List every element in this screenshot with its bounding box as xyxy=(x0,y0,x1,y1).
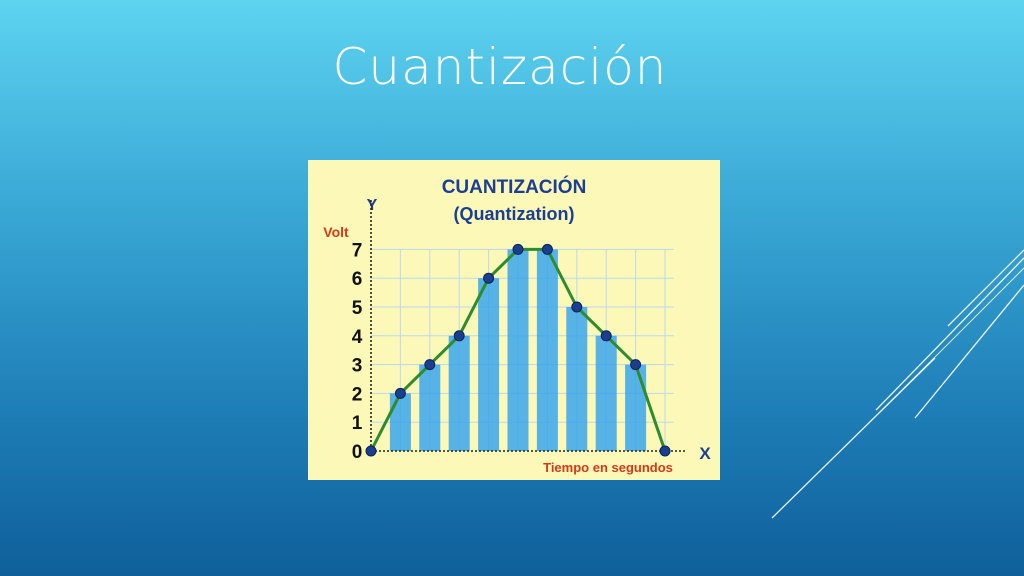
bar xyxy=(625,364,647,451)
data-point xyxy=(483,272,495,284)
y-axis-letter: Y xyxy=(367,197,378,214)
x-axis-title: Tiempo en segundos xyxy=(543,460,673,475)
data-point xyxy=(541,243,553,255)
decor-line xyxy=(875,257,1024,411)
y-tick-label: 1 xyxy=(352,413,363,434)
chart-title: CUANTIZACIÓN xyxy=(442,176,587,198)
data-point xyxy=(394,387,406,399)
bar xyxy=(566,307,588,451)
bar xyxy=(389,393,411,451)
data-point xyxy=(453,330,465,342)
data-point xyxy=(424,359,436,371)
bar xyxy=(507,249,529,451)
data-point xyxy=(659,445,671,457)
bar xyxy=(595,335,617,451)
chart-svg: CUANTIZACIÓN (Quantization) Y Volt X Tie… xyxy=(323,176,711,475)
y-tick-label: 4 xyxy=(352,327,363,348)
y-tick-label: 2 xyxy=(352,384,363,405)
data-point xyxy=(600,330,612,342)
chart-subtitle: (Quantization) xyxy=(454,204,575,224)
y-tick-label: 5 xyxy=(352,298,363,319)
bar xyxy=(419,364,441,451)
data-point xyxy=(512,243,524,255)
data-point xyxy=(630,359,642,371)
decor-line xyxy=(771,357,936,519)
x-axis-letter: X xyxy=(699,444,711,463)
slide-title: Cuantización xyxy=(332,38,668,96)
y-tick-label: 6 xyxy=(352,269,363,290)
bar xyxy=(478,278,500,451)
y-tick-label: 7 xyxy=(352,240,363,261)
bar xyxy=(448,335,470,451)
data-point xyxy=(365,445,377,457)
decor-line xyxy=(947,249,1024,327)
quantization-chart: CUANTIZACIÓN (Quantization) Y Volt X Tie… xyxy=(308,160,720,480)
y-axis-title: Volt xyxy=(323,224,349,240)
y-tick-label: 3 xyxy=(352,356,363,377)
bar xyxy=(536,249,558,451)
decor-line xyxy=(914,284,1024,419)
y-tick-label: 0 xyxy=(352,442,363,463)
data-point xyxy=(571,301,583,313)
